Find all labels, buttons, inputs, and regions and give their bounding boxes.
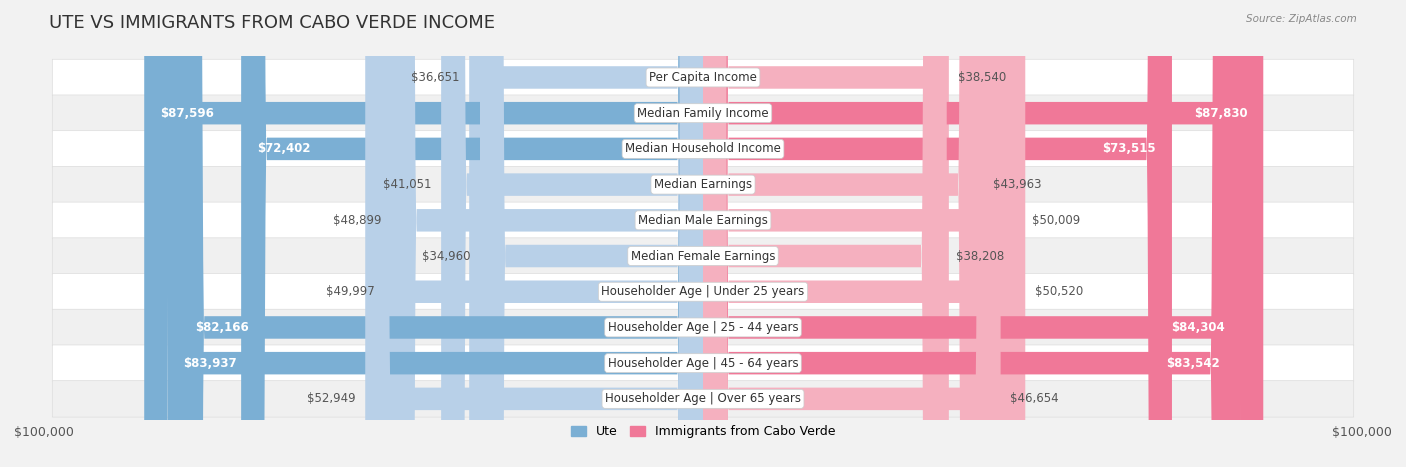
Text: $84,304: $84,304 xyxy=(1171,321,1225,334)
Text: $48,899: $48,899 xyxy=(333,214,381,227)
Text: $82,166: $82,166 xyxy=(195,321,249,334)
Legend: Ute, Immigrants from Cabo Verde: Ute, Immigrants from Cabo Verde xyxy=(565,420,841,443)
FancyBboxPatch shape xyxy=(703,0,949,467)
Text: $87,830: $87,830 xyxy=(1194,106,1247,120)
FancyBboxPatch shape xyxy=(703,0,1263,467)
FancyBboxPatch shape xyxy=(441,0,703,467)
Text: Median Household Income: Median Household Income xyxy=(626,142,780,156)
Text: $87,596: $87,596 xyxy=(160,106,214,120)
Text: $41,051: $41,051 xyxy=(382,178,432,191)
FancyBboxPatch shape xyxy=(703,0,1236,467)
FancyBboxPatch shape xyxy=(703,0,983,467)
FancyBboxPatch shape xyxy=(703,0,1001,467)
FancyBboxPatch shape xyxy=(179,0,703,467)
Text: Householder Age | 45 - 64 years: Householder Age | 45 - 64 years xyxy=(607,357,799,370)
FancyBboxPatch shape xyxy=(242,0,703,467)
Text: Householder Age | Under 25 years: Householder Age | Under 25 years xyxy=(602,285,804,298)
Text: UTE VS IMMIGRANTS FROM CABO VERDE INCOME: UTE VS IMMIGRANTS FROM CABO VERDE INCOME xyxy=(49,14,495,32)
Text: $38,208: $38,208 xyxy=(956,249,1004,262)
Text: $72,402: $72,402 xyxy=(257,142,311,156)
FancyBboxPatch shape xyxy=(52,131,1354,167)
FancyBboxPatch shape xyxy=(384,0,703,467)
FancyBboxPatch shape xyxy=(703,0,1240,467)
FancyBboxPatch shape xyxy=(703,0,1022,467)
Text: Source: ZipAtlas.com: Source: ZipAtlas.com xyxy=(1246,14,1357,24)
FancyBboxPatch shape xyxy=(470,0,703,467)
FancyBboxPatch shape xyxy=(167,0,703,467)
Text: Median Earnings: Median Earnings xyxy=(654,178,752,191)
Text: Median Female Earnings: Median Female Earnings xyxy=(631,249,775,262)
FancyBboxPatch shape xyxy=(52,95,1354,131)
Text: Median Male Earnings: Median Male Earnings xyxy=(638,214,768,227)
FancyBboxPatch shape xyxy=(391,0,703,467)
Text: $50,009: $50,009 xyxy=(1032,214,1080,227)
FancyBboxPatch shape xyxy=(52,381,1354,417)
Text: $43,963: $43,963 xyxy=(993,178,1042,191)
Text: Householder Age | 25 - 44 years: Householder Age | 25 - 44 years xyxy=(607,321,799,334)
Text: $49,997: $49,997 xyxy=(326,285,374,298)
Text: $73,515: $73,515 xyxy=(1102,142,1156,156)
Text: $100,000: $100,000 xyxy=(14,425,75,439)
Text: Householder Age | Over 65 years: Householder Age | Over 65 years xyxy=(605,392,801,405)
Text: $46,654: $46,654 xyxy=(1010,392,1059,405)
FancyBboxPatch shape xyxy=(52,309,1354,346)
Text: $52,949: $52,949 xyxy=(307,392,356,405)
Text: $83,937: $83,937 xyxy=(184,357,238,370)
FancyBboxPatch shape xyxy=(52,345,1354,382)
Text: $38,540: $38,540 xyxy=(959,71,1007,84)
FancyBboxPatch shape xyxy=(703,0,1025,467)
Text: $34,960: $34,960 xyxy=(422,249,471,262)
FancyBboxPatch shape xyxy=(52,274,1354,310)
FancyBboxPatch shape xyxy=(366,0,703,467)
FancyBboxPatch shape xyxy=(145,0,703,467)
FancyBboxPatch shape xyxy=(52,166,1354,203)
Text: $100,000: $100,000 xyxy=(1331,425,1392,439)
Text: $50,520: $50,520 xyxy=(1035,285,1083,298)
FancyBboxPatch shape xyxy=(479,0,703,467)
FancyBboxPatch shape xyxy=(703,0,1173,467)
Text: Median Family Income: Median Family Income xyxy=(637,106,769,120)
Text: $36,651: $36,651 xyxy=(411,71,460,84)
FancyBboxPatch shape xyxy=(52,59,1354,96)
FancyBboxPatch shape xyxy=(703,0,946,467)
Text: Per Capita Income: Per Capita Income xyxy=(650,71,756,84)
FancyBboxPatch shape xyxy=(52,202,1354,239)
FancyBboxPatch shape xyxy=(52,238,1354,274)
Text: $83,542: $83,542 xyxy=(1166,357,1220,370)
